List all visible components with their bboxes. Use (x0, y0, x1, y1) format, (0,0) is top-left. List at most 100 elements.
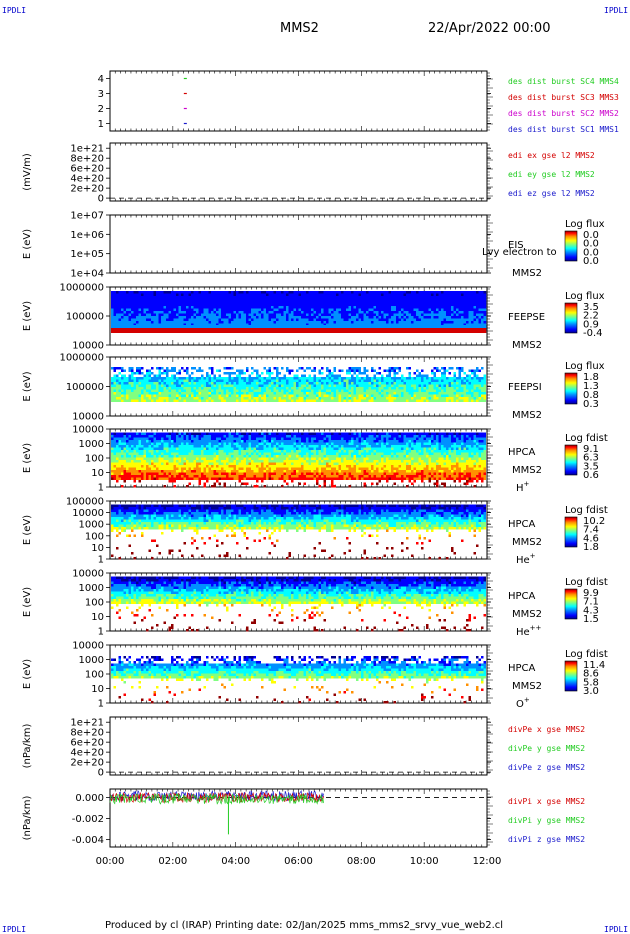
spectrogram-cell (351, 399, 354, 402)
spectrogram-cell (156, 389, 159, 392)
spectrogram-cell (118, 323, 122, 327)
spectrogram-cell (196, 296, 199, 299)
spectrogram-cell (436, 303, 439, 307)
spectrogram-cell (271, 399, 274, 402)
spectrogram-cell (371, 392, 374, 395)
spectrogram-cell (181, 296, 184, 299)
spectrogram-cell (248, 374, 251, 377)
spectrogram-cell (483, 298, 487, 302)
spectrogram-cell (183, 296, 187, 299)
spectrogram-cell (221, 308, 224, 312)
spectrogram-cell (228, 298, 232, 302)
spectrogram-cell (391, 369, 394, 372)
spectrogram-cell (146, 389, 149, 392)
spectrogram-cell (258, 306, 262, 309)
spectrogram-cell (383, 308, 387, 312)
spectrogram-cell (331, 293, 334, 297)
spectrogram-cell (336, 387, 339, 390)
spectrogram-cell (116, 301, 119, 304)
spectrogram-cell (413, 328, 417, 333)
spectrogram-cell (331, 377, 334, 380)
spectrogram-cell (148, 303, 152, 307)
spectrogram-cell (128, 325, 132, 328)
spectrogram-cell (271, 377, 274, 380)
spectrogram-cell (391, 306, 394, 309)
spectrogram-cell (176, 399, 179, 402)
spectrogram-cell (316, 306, 319, 309)
spectrogram-cell (121, 374, 124, 377)
spectrogram-cell (228, 392, 231, 395)
spectrogram-cell (268, 379, 271, 382)
spectrogram-cell (288, 384, 291, 387)
spectrogram-cell (231, 301, 234, 304)
spectrogram-cell (383, 303, 387, 307)
spectrogram-cell (113, 382, 116, 385)
spectrogram-cell (293, 311, 297, 314)
spectrogram-cell (343, 387, 346, 390)
spectrogram-cell (153, 303, 157, 307)
spectrogram-cell (388, 372, 391, 375)
spectrogram-cell (171, 308, 174, 312)
spectrogram-cell (281, 387, 284, 390)
spectrogram-cell (391, 397, 394, 400)
spectrogram-cell (261, 397, 264, 400)
spectrogram-cell (373, 394, 376, 397)
spectrogram-cell (186, 311, 189, 314)
spectrogram-cell (378, 301, 382, 304)
spectrogram-cell (186, 296, 189, 299)
spectrogram-cell (383, 306, 387, 309)
spectrogram-cell (136, 293, 139, 297)
spectrogram-cell (483, 316, 487, 319)
spectrogram-cell (276, 306, 279, 309)
spectrogram-cell (371, 293, 374, 297)
spectrogram-cell (351, 377, 354, 380)
spectrogram-cell (266, 296, 269, 299)
spectrogram-cell (211, 394, 214, 397)
spectrogram-cell (241, 369, 244, 372)
spectrogram-cell (238, 397, 241, 400)
spectrogram-cell (138, 382, 141, 385)
spectrogram-cell (348, 389, 351, 392)
spectrogram-cell (193, 306, 197, 309)
spectrogram-cell (243, 318, 247, 322)
spectrogram-cell (238, 389, 241, 392)
spectrogram-cell (371, 298, 374, 302)
spectrogram-cell (471, 311, 474, 314)
spectrogram-cell (163, 303, 167, 307)
spectrogram-cell (181, 298, 184, 302)
spectrogram-cell (193, 296, 197, 299)
spectrogram-cell (353, 298, 357, 302)
spectrogram-cell (293, 321, 297, 324)
spectrogram-cell (441, 318, 444, 322)
spectrogram-cell (478, 323, 482, 327)
spectrogram-cell (448, 313, 452, 317)
spectrogram-cell (133, 291, 137, 294)
spectrogram-cell (226, 298, 229, 302)
spectrogram-cell (321, 296, 324, 299)
spectrogram-cell (198, 399, 201, 402)
spectrogram-cell (231, 397, 234, 400)
spectrogram-cell (251, 397, 254, 400)
spectrogram-cell (416, 316, 419, 319)
spectrogram-cell (136, 397, 139, 400)
spectrogram-cell (291, 298, 294, 302)
spectrogram-cell (153, 392, 156, 395)
spectrogram-cell (311, 394, 314, 397)
spectrogram-cell (173, 328, 177, 333)
spectrogram-cell (366, 397, 369, 400)
spectrogram-cell (241, 301, 244, 304)
spectrogram-cell (336, 379, 339, 382)
spectrogram-cell (221, 291, 224, 294)
spectrogram-cell (321, 379, 324, 382)
spectrogram-cell (291, 311, 294, 314)
spectrogram-cell (261, 384, 264, 387)
spectrogram-cell (236, 394, 239, 397)
spectrogram-cell (328, 394, 331, 397)
spectrogram-cell (323, 389, 326, 392)
spectrogram-cell (341, 303, 344, 307)
spectrogram-cell (118, 311, 122, 314)
spectrogram-cell (371, 313, 374, 317)
spectrogram-cell (241, 298, 244, 302)
spectrogram-cell (113, 325, 117, 328)
spectrogram-cell (133, 296, 137, 299)
